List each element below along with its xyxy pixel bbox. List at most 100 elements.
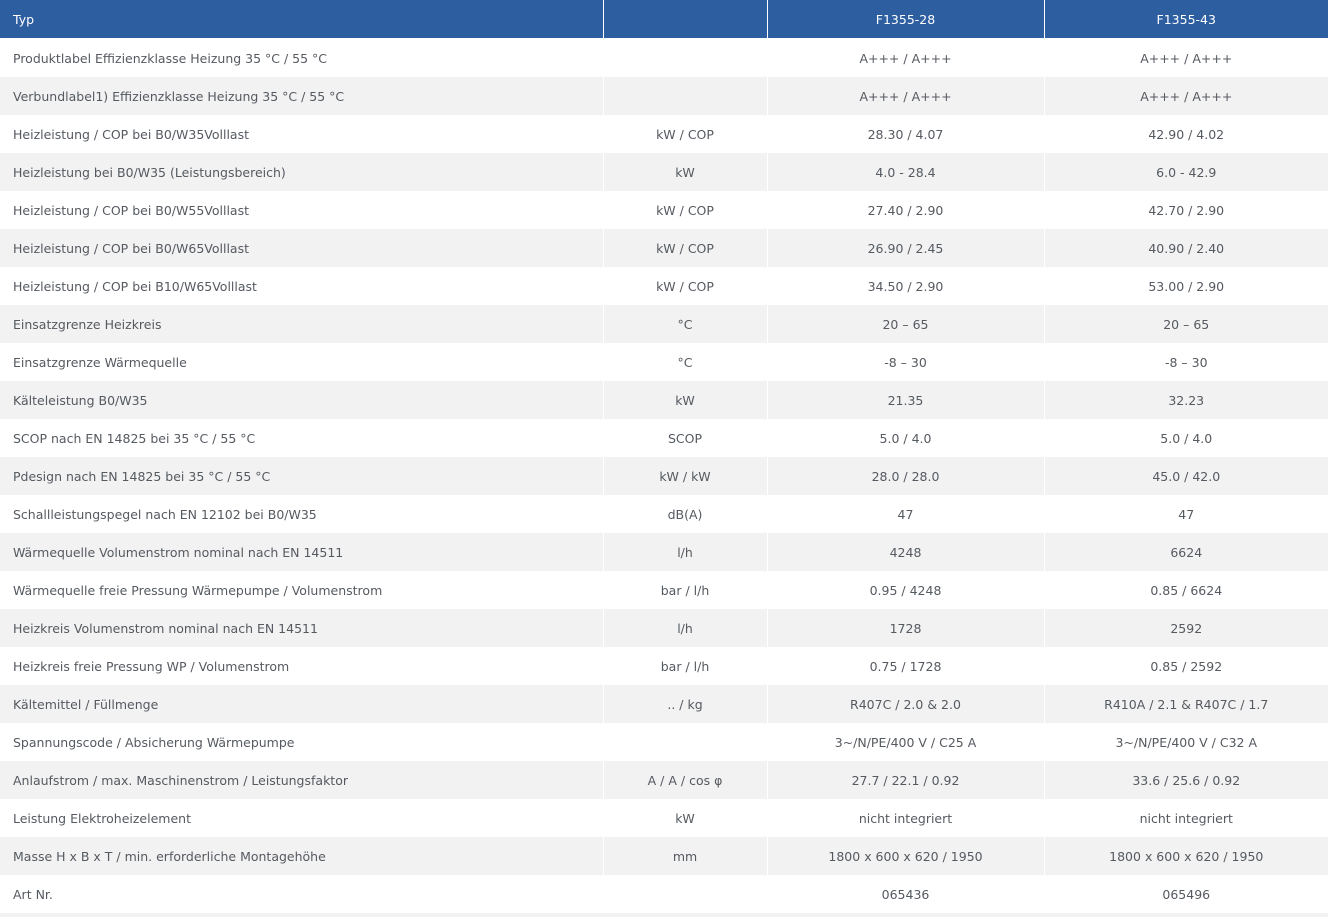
value-f1355-43: nicht integriert — [1044, 799, 1328, 837]
unit-cell: A / A / cos φ — [603, 761, 768, 799]
table-row: Heizleistung bei B0/W35 (Leistungsbereic… — [0, 153, 1328, 191]
table-bottom-strip — [0, 913, 1328, 917]
unit-cell — [603, 77, 768, 115]
unit-cell: dB(A) — [603, 495, 768, 533]
value-f1355-28: A+++ / A+++ — [767, 38, 1045, 77]
value-f1355-28: 0.75 / 1728 — [767, 647, 1045, 685]
table-row: Masse H x B x T / min. erforderliche Mon… — [0, 837, 1328, 875]
value-f1355-43: 2592 — [1044, 609, 1328, 647]
unit-cell: kW / COP — [603, 267, 768, 305]
unit-cell: .. / kg — [603, 685, 768, 723]
param-label: Wärmequelle Volumenstrom nominal nach EN… — [0, 533, 604, 571]
unit-cell: kW — [603, 153, 768, 191]
value-f1355-28: 34.50 / 2.90 — [767, 267, 1045, 305]
unit-cell: l/h — [603, 533, 768, 571]
table-body: Produktlabel Effizienzklasse Heizung 35 … — [0, 38, 1328, 913]
header-model-f1355-43: F1355-43 — [1044, 0, 1328, 39]
value-f1355-28: 26.90 / 2.45 — [767, 229, 1045, 267]
value-f1355-43: 32.23 — [1044, 381, 1328, 419]
value-f1355-43: 40.90 / 2.40 — [1044, 229, 1328, 267]
header-unit — [603, 0, 768, 39]
value-f1355-28: 0.95 / 4248 — [767, 571, 1045, 609]
param-label: Leistung Elektroheizelement — [0, 799, 604, 837]
unit-cell — [603, 38, 768, 77]
value-f1355-43: 20 – 65 — [1044, 305, 1328, 343]
unit-cell: °C — [603, 343, 768, 381]
unit-cell: kW — [603, 799, 768, 837]
param-label: Heizkreis Volumenstrom nominal nach EN 1… — [0, 609, 604, 647]
value-f1355-43: 0.85 / 2592 — [1044, 647, 1328, 685]
value-f1355-43: 3~/N/PE/400 V / C32 A — [1044, 723, 1328, 761]
table-row: Heizleistung / COP bei B0/W65Volllast kW … — [0, 229, 1328, 267]
param-label: Spannungscode / Absicherung Wärmepumpe — [0, 723, 604, 761]
param-label: Wärmequelle freie Pressung Wärmepumpe / … — [0, 571, 604, 609]
value-f1355-43: A+++ / A+++ — [1044, 38, 1328, 77]
param-label: Pdesign nach EN 14825 bei 35 °C / 55 °C — [0, 457, 604, 495]
unit-cell: °C — [603, 305, 768, 343]
value-f1355-28: 47 — [767, 495, 1045, 533]
table-row: Einsatzgrenze Wärmequelle °C -8 – 30 -8 – 3… — [0, 343, 1328, 381]
unit-cell — [603, 723, 768, 761]
table-row: Art Nr. 065436 065496 — [0, 875, 1328, 913]
table-row: Heizleistung / COP bei B0/W55Volllast kW … — [0, 191, 1328, 229]
table-row: Verbundlabel1) Effizienzklasse Heizung 3… — [0, 77, 1328, 115]
param-label: Heizleistung / COP bei B0/W35Volllast — [0, 115, 604, 153]
value-f1355-28: 28.30 / 4.07 — [767, 115, 1045, 153]
table-row: Wärmequelle Volumenstrom nominal nach EN… — [0, 533, 1328, 571]
param-label: Produktlabel Effizienzklasse Heizung 35 … — [0, 38, 604, 77]
header-model-f1355-28: F1355-28 — [767, 0, 1045, 39]
table-row: Schallleistungspegel nach EN 12102 bei B… — [0, 495, 1328, 533]
table-row: Leistung Elektroheizelement kW nicht integ… — [0, 799, 1328, 837]
param-label: Heizleistung / COP bei B0/W65Volllast — [0, 229, 604, 267]
param-label: Heizleistung bei B0/W35 (Leistungsbereic… — [0, 153, 604, 191]
unit-cell: kW / COP — [603, 115, 768, 153]
param-label: Verbundlabel1) Effizienzklasse Heizung 3… — [0, 77, 604, 115]
table-row: Heizleistung / COP bei B0/W35Volllast kW … — [0, 115, 1328, 153]
value-f1355-43: -8 – 30 — [1044, 343, 1328, 381]
value-f1355-43: 1800 x 600 x 620 / 1950 — [1044, 837, 1328, 875]
value-f1355-28: 4.0 - 28.4 — [767, 153, 1045, 191]
table-row: Spannungscode / Absicherung Wärmepumpe 3~… — [0, 723, 1328, 761]
value-f1355-28: 20 – 65 — [767, 305, 1045, 343]
table-row: Kälteleistung B0/W35 kW 21.35 32.23 — [0, 381, 1328, 419]
value-f1355-43: 47 — [1044, 495, 1328, 533]
value-f1355-28: 1728 — [767, 609, 1045, 647]
table-row: Anlaufstrom / max. Maschinenstrom / Leis… — [0, 761, 1328, 799]
value-f1355-43: 45.0 / 42.0 — [1044, 457, 1328, 495]
value-f1355-28: 21.35 — [767, 381, 1045, 419]
unit-cell: kW / kW — [603, 457, 768, 495]
param-label: Masse H x B x T / min. erforderliche Mon… — [0, 837, 604, 875]
unit-cell: SCOP — [603, 419, 768, 457]
value-f1355-28: A+++ / A+++ — [767, 77, 1045, 115]
unit-cell: bar / l/h — [603, 647, 768, 685]
value-f1355-43: 42.90 / 4.02 — [1044, 115, 1328, 153]
unit-cell: kW — [603, 381, 768, 419]
value-f1355-43: 53.00 / 2.90 — [1044, 267, 1328, 305]
table-row: Kältemittel / Füllmenge.. / kg R407C / 2.… — [0, 685, 1328, 723]
table-header: Typ F1355-28 F1355-43 — [0, 0, 1328, 39]
param-label: Art Nr. — [0, 875, 604, 913]
value-f1355-28: 27.40 / 2.90 — [767, 191, 1045, 229]
table-row: Heizkreis freie Pressung WP / Volumenstr… — [0, 647, 1328, 685]
value-f1355-43: 5.0 / 4.0 — [1044, 419, 1328, 457]
value-f1355-43: 0.85 / 6624 — [1044, 571, 1328, 609]
header-type: Typ — [0, 0, 604, 39]
value-f1355-28: 3~/N/PE/400 V / C25 A — [767, 723, 1045, 761]
value-f1355-28: -8 – 30 — [767, 343, 1045, 381]
header-row: Typ F1355-28 F1355-43 — [0, 0, 1328, 39]
value-f1355-43: 6624 — [1044, 533, 1328, 571]
param-label: Schallleistungspegel nach EN 12102 bei B… — [0, 495, 604, 533]
value-f1355-28: 27.7 / 22.1 / 0.92 — [767, 761, 1045, 799]
table-row: SCOP nach EN 14825 bei 35 °C / 55 °C SCOP… — [0, 419, 1328, 457]
table-row: Heizleistung / COP bei B10/W65Volllast kW… — [0, 267, 1328, 305]
unit-cell: l/h — [603, 609, 768, 647]
value-f1355-28: 5.0 / 4.0 — [767, 419, 1045, 457]
table-row: Pdesign nach EN 14825 bei 35 °C / 55 °C k… — [0, 457, 1328, 495]
param-label: SCOP nach EN 14825 bei 35 °C / 55 °C — [0, 419, 604, 457]
table-row: Heizkreis Volumenstrom nominal nach EN 1… — [0, 609, 1328, 647]
value-f1355-43: 065496 — [1044, 875, 1328, 913]
table-row: Wärmequelle freie Pressung Wärmepumpe / … — [0, 571, 1328, 609]
param-label: Heizkreis freie Pressung WP / Volumenstr… — [0, 647, 604, 685]
value-f1355-28: 065436 — [767, 875, 1045, 913]
